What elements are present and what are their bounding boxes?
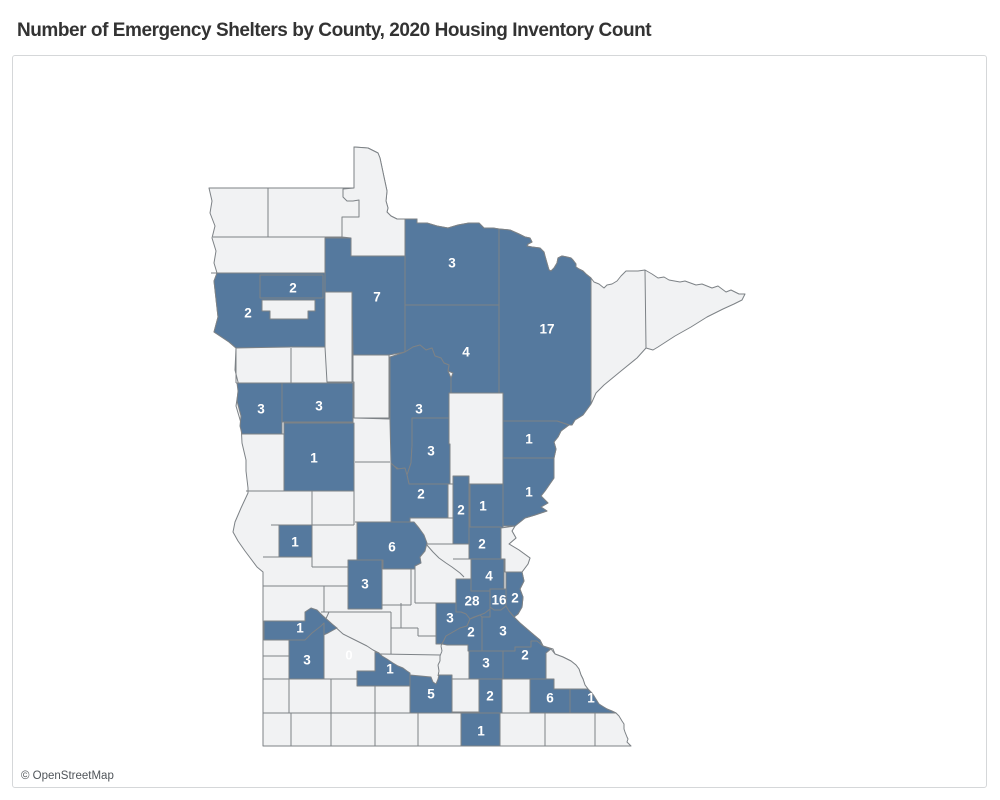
svg-text:1: 1 — [386, 662, 394, 677]
svg-text:1: 1 — [479, 499, 487, 514]
svg-text:0: 0 — [345, 648, 352, 663]
svg-text:1: 1 — [587, 691, 595, 706]
svg-text:17: 17 — [539, 322, 554, 337]
svg-text:3: 3 — [303, 653, 311, 668]
svg-text:2: 2 — [486, 689, 494, 704]
svg-text:16: 16 — [491, 593, 507, 608]
svg-text:1: 1 — [525, 432, 533, 447]
svg-text:1: 1 — [310, 451, 318, 466]
svg-text:3: 3 — [448, 256, 456, 271]
svg-text:1: 1 — [291, 535, 299, 550]
svg-text:1: 1 — [296, 621, 304, 636]
svg-text:1: 1 — [525, 485, 533, 500]
svg-text:3: 3 — [446, 611, 454, 626]
svg-text:28: 28 — [464, 594, 480, 609]
svg-text:2: 2 — [511, 591, 519, 606]
svg-text:3: 3 — [257, 402, 265, 417]
svg-text:2: 2 — [289, 281, 297, 296]
svg-text:6: 6 — [388, 540, 396, 555]
svg-text:3: 3 — [361, 577, 369, 592]
svg-text:3: 3 — [499, 624, 507, 639]
svg-text:2: 2 — [244, 306, 252, 321]
svg-text:5: 5 — [427, 687, 435, 702]
svg-text:4: 4 — [462, 345, 470, 360]
svg-text:2: 2 — [417, 487, 425, 502]
svg-text:6: 6 — [546, 691, 554, 706]
svg-text:2: 2 — [478, 537, 486, 552]
svg-text:1: 1 — [477, 724, 485, 739]
svg-text:2: 2 — [467, 625, 475, 640]
svg-text:3: 3 — [427, 444, 435, 459]
svg-text:3: 3 — [482, 656, 490, 671]
svg-text:2: 2 — [457, 503, 465, 518]
svg-text:3: 3 — [415, 402, 423, 417]
svg-text:3: 3 — [315, 399, 323, 414]
svg-text:2: 2 — [521, 648, 529, 663]
svg-text:4: 4 — [485, 569, 493, 584]
svg-text:7: 7 — [373, 290, 381, 305]
